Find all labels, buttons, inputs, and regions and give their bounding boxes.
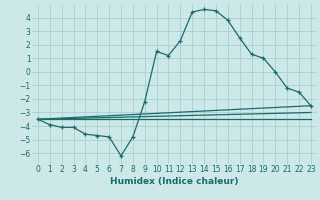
X-axis label: Humidex (Indice chaleur): Humidex (Indice chaleur): [110, 177, 239, 186]
